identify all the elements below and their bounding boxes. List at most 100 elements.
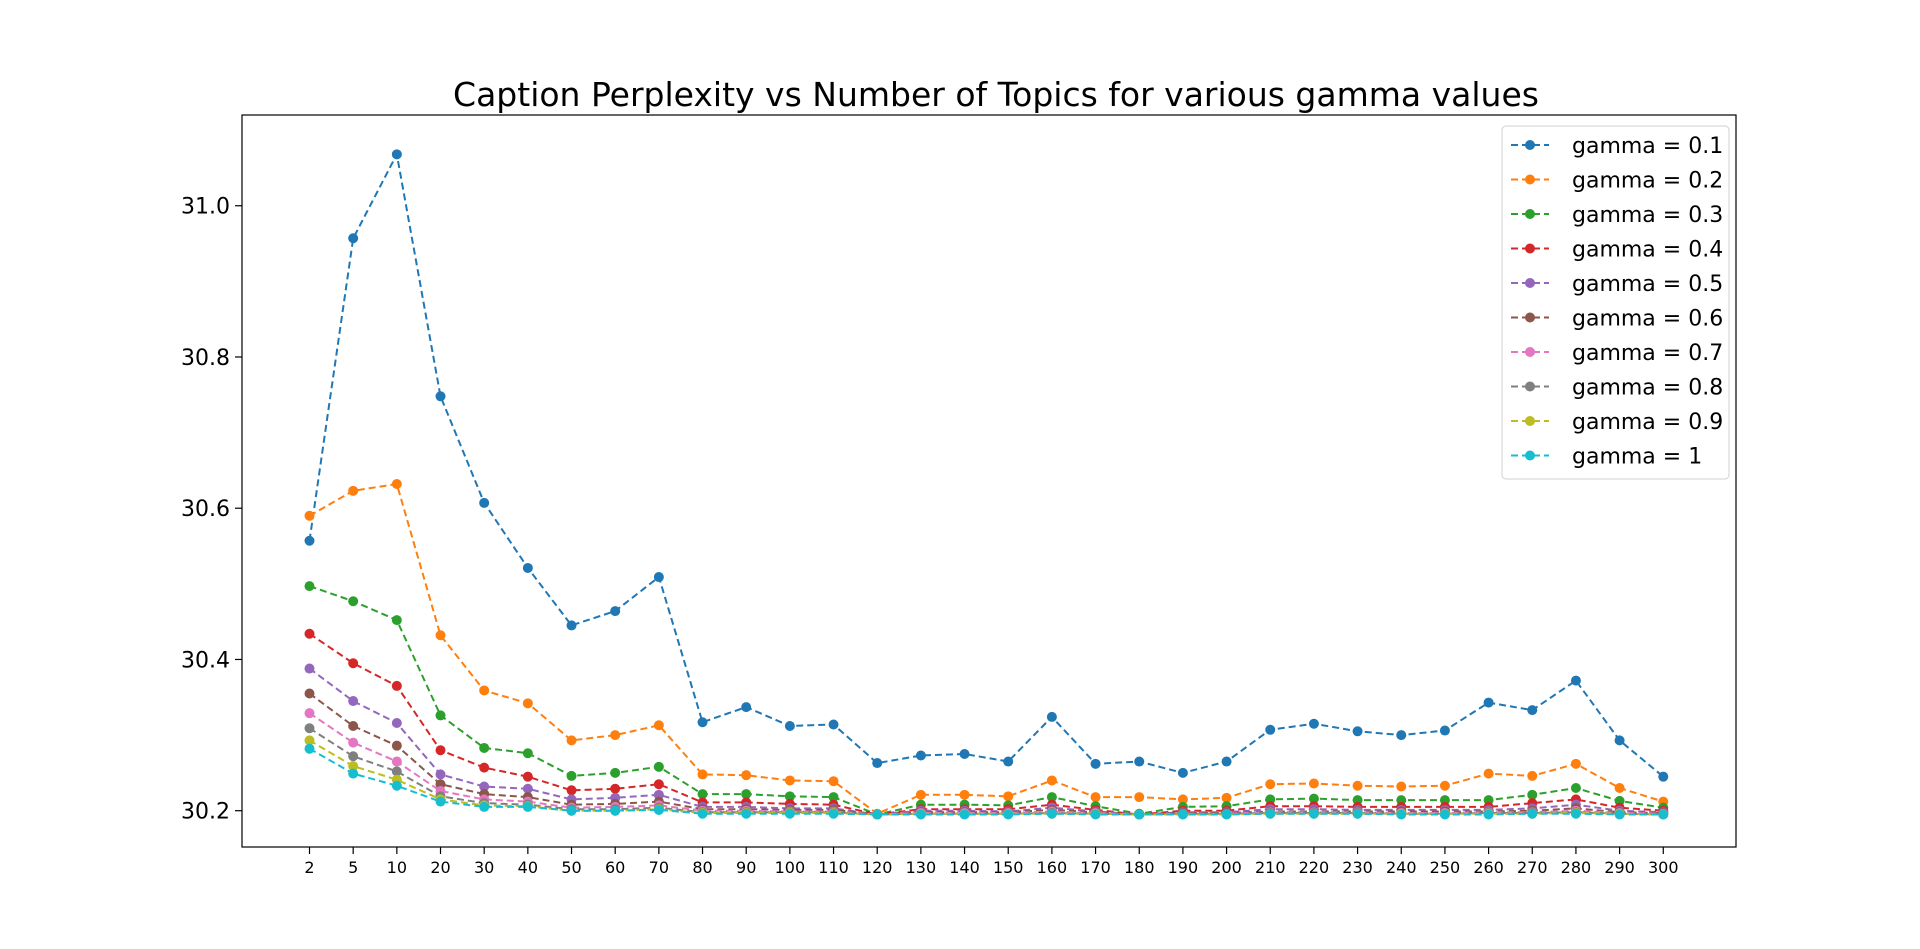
- series-4: [304, 628, 1669, 820]
- data-point: [653, 804, 664, 815]
- data-point: [479, 742, 490, 753]
- data-point: [566, 620, 577, 631]
- data-point: [304, 743, 315, 754]
- data-point: [391, 149, 402, 160]
- y-tick-label: 30.2: [181, 800, 230, 825]
- data-point: [915, 750, 926, 761]
- data-point: [915, 789, 926, 800]
- data-point: [784, 791, 795, 802]
- x-tick-label: 220: [1299, 858, 1330, 877]
- x-tick-label: 10: [387, 858, 407, 877]
- legend-label: gamma = 0.1: [1572, 134, 1723, 159]
- plot-frame: [241, 114, 1737, 848]
- data-point: [522, 783, 533, 794]
- series-3: [304, 581, 1669, 820]
- legend-marker: [1525, 209, 1535, 219]
- y-tick-label: 30.4: [181, 648, 230, 673]
- data-point: [697, 789, 708, 800]
- x-tick-label: 70: [649, 858, 669, 877]
- data-point: [304, 723, 315, 734]
- data-point: [479, 801, 490, 812]
- legend-item: gamma = 0.7: [1511, 341, 1723, 366]
- data-point: [435, 745, 446, 756]
- series-7: [304, 708, 1669, 820]
- x-tick-label: 140: [949, 858, 980, 877]
- legend-label: gamma = 0.4: [1572, 238, 1723, 263]
- data-point: [697, 717, 708, 728]
- data-point: [1396, 730, 1407, 741]
- series-2: [304, 479, 1669, 819]
- data-point: [784, 721, 795, 732]
- data-point: [435, 796, 446, 807]
- x-tick-label: 100: [775, 858, 806, 877]
- data-point: [566, 770, 577, 781]
- data-point: [391, 756, 402, 767]
- data-point: [1527, 808, 1538, 819]
- series-line: [309, 747, 1664, 816]
- x-tick-label: 110: [818, 858, 849, 877]
- legend-item: gamma = 1: [1511, 445, 1702, 470]
- legend-item: gamma = 0.8: [1511, 376, 1723, 401]
- data-point: [391, 766, 402, 777]
- data-point: [1003, 756, 1014, 767]
- data-point: [1352, 808, 1363, 819]
- legend-box: [1501, 125, 1730, 480]
- x-tick-label: 190: [1168, 858, 1199, 877]
- legend-item: gamma = 0.3: [1511, 203, 1723, 228]
- x-tick-label: 180: [1124, 858, 1155, 877]
- legend-marker: [1525, 174, 1535, 185]
- legend-item: gamma = 0.4: [1511, 238, 1723, 263]
- data-point: [304, 535, 315, 546]
- data-point: [959, 748, 970, 759]
- data-point: [479, 762, 490, 773]
- data-point: [1046, 808, 1057, 819]
- x-tick-label: 130: [906, 858, 937, 877]
- data-point: [348, 233, 359, 244]
- legend-item: gamma = 0.5: [1511, 272, 1723, 297]
- data-point: [653, 761, 664, 772]
- data-point: [1396, 781, 1407, 792]
- series-layer: [304, 149, 1669, 820]
- data-point: [304, 735, 315, 746]
- data-point: [1614, 809, 1625, 820]
- x-tick-label: 210: [1255, 858, 1286, 877]
- data-point: [1308, 808, 1319, 819]
- x-tick-label: 280: [1561, 858, 1592, 877]
- series-line: [309, 482, 1664, 815]
- data-point: [959, 809, 970, 820]
- data-point: [391, 680, 402, 691]
- data-point: [741, 808, 752, 819]
- data-point: [959, 789, 970, 800]
- legend-label: gamma = 0.5: [1572, 272, 1723, 297]
- series-line: [308, 632, 1664, 816]
- series-5: [304, 663, 1669, 820]
- data-point: [828, 719, 839, 730]
- data-point: [391, 479, 402, 490]
- chart-title: Caption Perplexity vs Number of Topics f…: [453, 75, 1539, 114]
- data-point: [872, 809, 883, 820]
- legend-item: gamma = 0.9: [1511, 410, 1723, 435]
- data-point: [1308, 778, 1319, 789]
- data-point: [697, 808, 708, 819]
- legend-marker: [1525, 312, 1535, 323]
- series-line: [308, 151, 1664, 778]
- x-tick-label: 270: [1517, 858, 1548, 877]
- data-point: [566, 735, 577, 746]
- x-tick-label: 60: [605, 858, 625, 877]
- data-point: [304, 688, 315, 699]
- legend-marker: [1525, 347, 1535, 357]
- data-point: [1134, 756, 1145, 767]
- data-point: [1134, 809, 1145, 820]
- data-point: [1570, 758, 1581, 769]
- data-point: [872, 758, 883, 769]
- legend-label: gamma = 0.8: [1572, 376, 1723, 401]
- data-point: [391, 780, 402, 791]
- data-point: [828, 792, 839, 803]
- data-point: [1614, 783, 1625, 794]
- x-tick-label: 50: [561, 858, 581, 877]
- data-point: [1658, 771, 1669, 782]
- data-point: [1483, 768, 1494, 779]
- x-tick-label: 120: [862, 858, 893, 877]
- data-point: [522, 562, 533, 573]
- data-point: [304, 581, 315, 592]
